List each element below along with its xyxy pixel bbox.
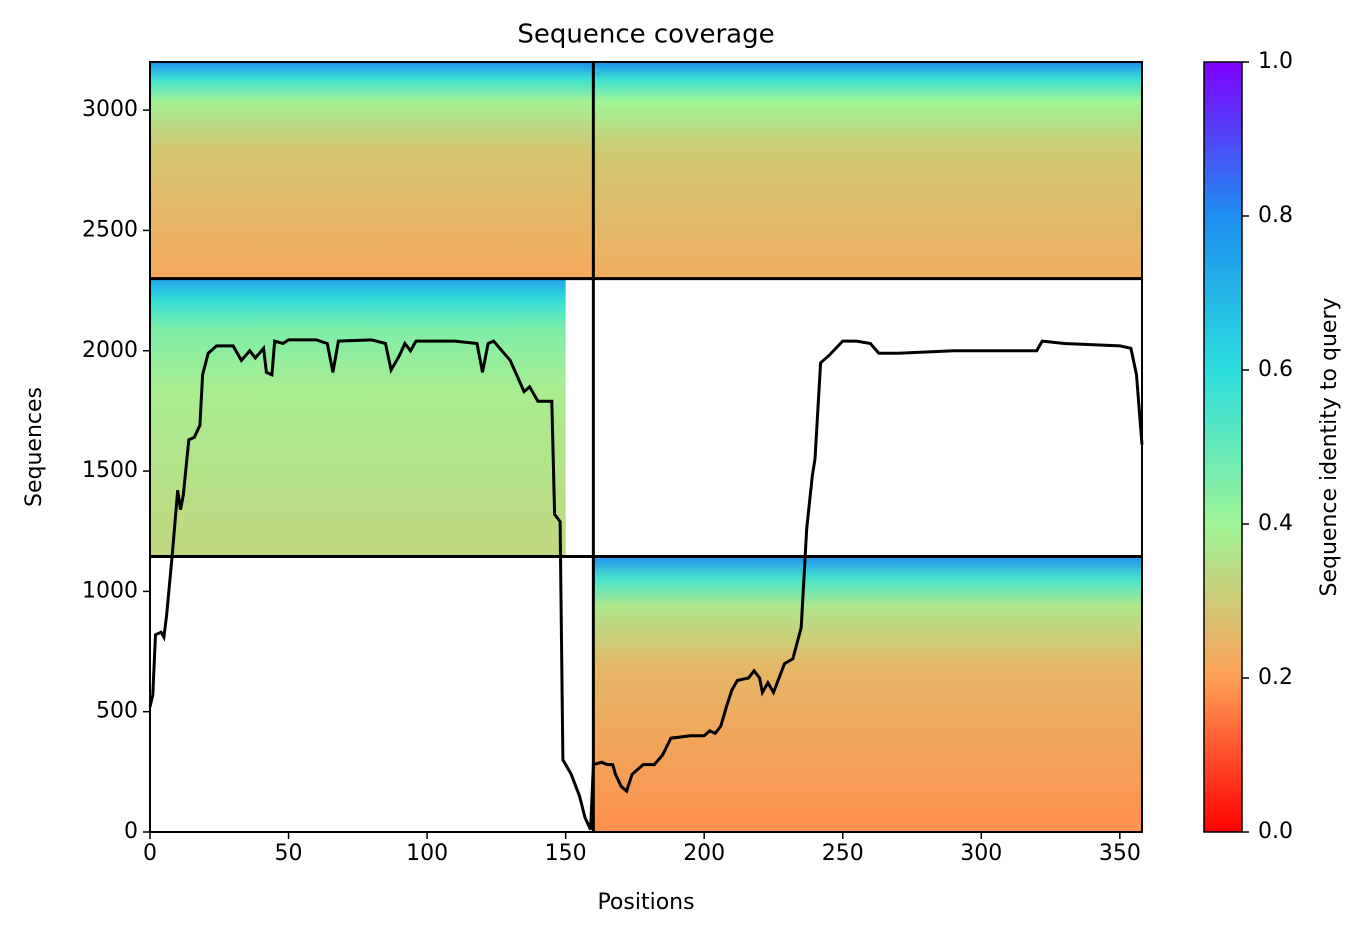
msa-block [150, 278, 566, 557]
y-tick-label: 0 [124, 819, 138, 844]
x-tick-label: 300 [960, 841, 1002, 866]
x-tick-label: 100 [406, 841, 448, 866]
y-tick-label: 2500 [82, 217, 138, 242]
y-tick-label: 2000 [82, 338, 138, 363]
chart-title: Sequence coverage [517, 20, 774, 50]
colorbar [1203, 61, 1243, 833]
colorbar-tick-label: 0.6 [1258, 357, 1293, 382]
y-tick-label: 3000 [82, 97, 138, 122]
colorbar-tick-label: 0.2 [1258, 665, 1293, 690]
x-tick-label: 0 [143, 841, 157, 866]
colorbar-tick-label: 0.8 [1258, 203, 1293, 228]
x-tick-label: 150 [545, 841, 587, 866]
y-tick-label: 1500 [82, 458, 138, 483]
y-tick-label: 500 [96, 699, 138, 724]
msa-block [150, 62, 594, 279]
x-axis-label: Positions [597, 890, 694, 915]
x-tick-label: 250 [822, 841, 864, 866]
y-tick-label: 1000 [82, 578, 138, 603]
colorbar-label: Sequence identity to query [1317, 297, 1342, 596]
x-tick-label: 200 [683, 841, 725, 866]
colorbar-tick-label: 0.0 [1258, 819, 1293, 844]
x-tick-label: 350 [1099, 841, 1141, 866]
colorbar-tick-label: 0.4 [1258, 511, 1293, 536]
y-axis-label: Sequences [22, 387, 47, 507]
x-tick-label: 50 [275, 841, 303, 866]
plot-frame [149, 61, 1143, 833]
colorbar-tick-label: 1.0 [1258, 49, 1293, 74]
msa-block [593, 62, 1142, 279]
coverage-line [148, 338, 1144, 831]
msa-block [593, 556, 1142, 832]
